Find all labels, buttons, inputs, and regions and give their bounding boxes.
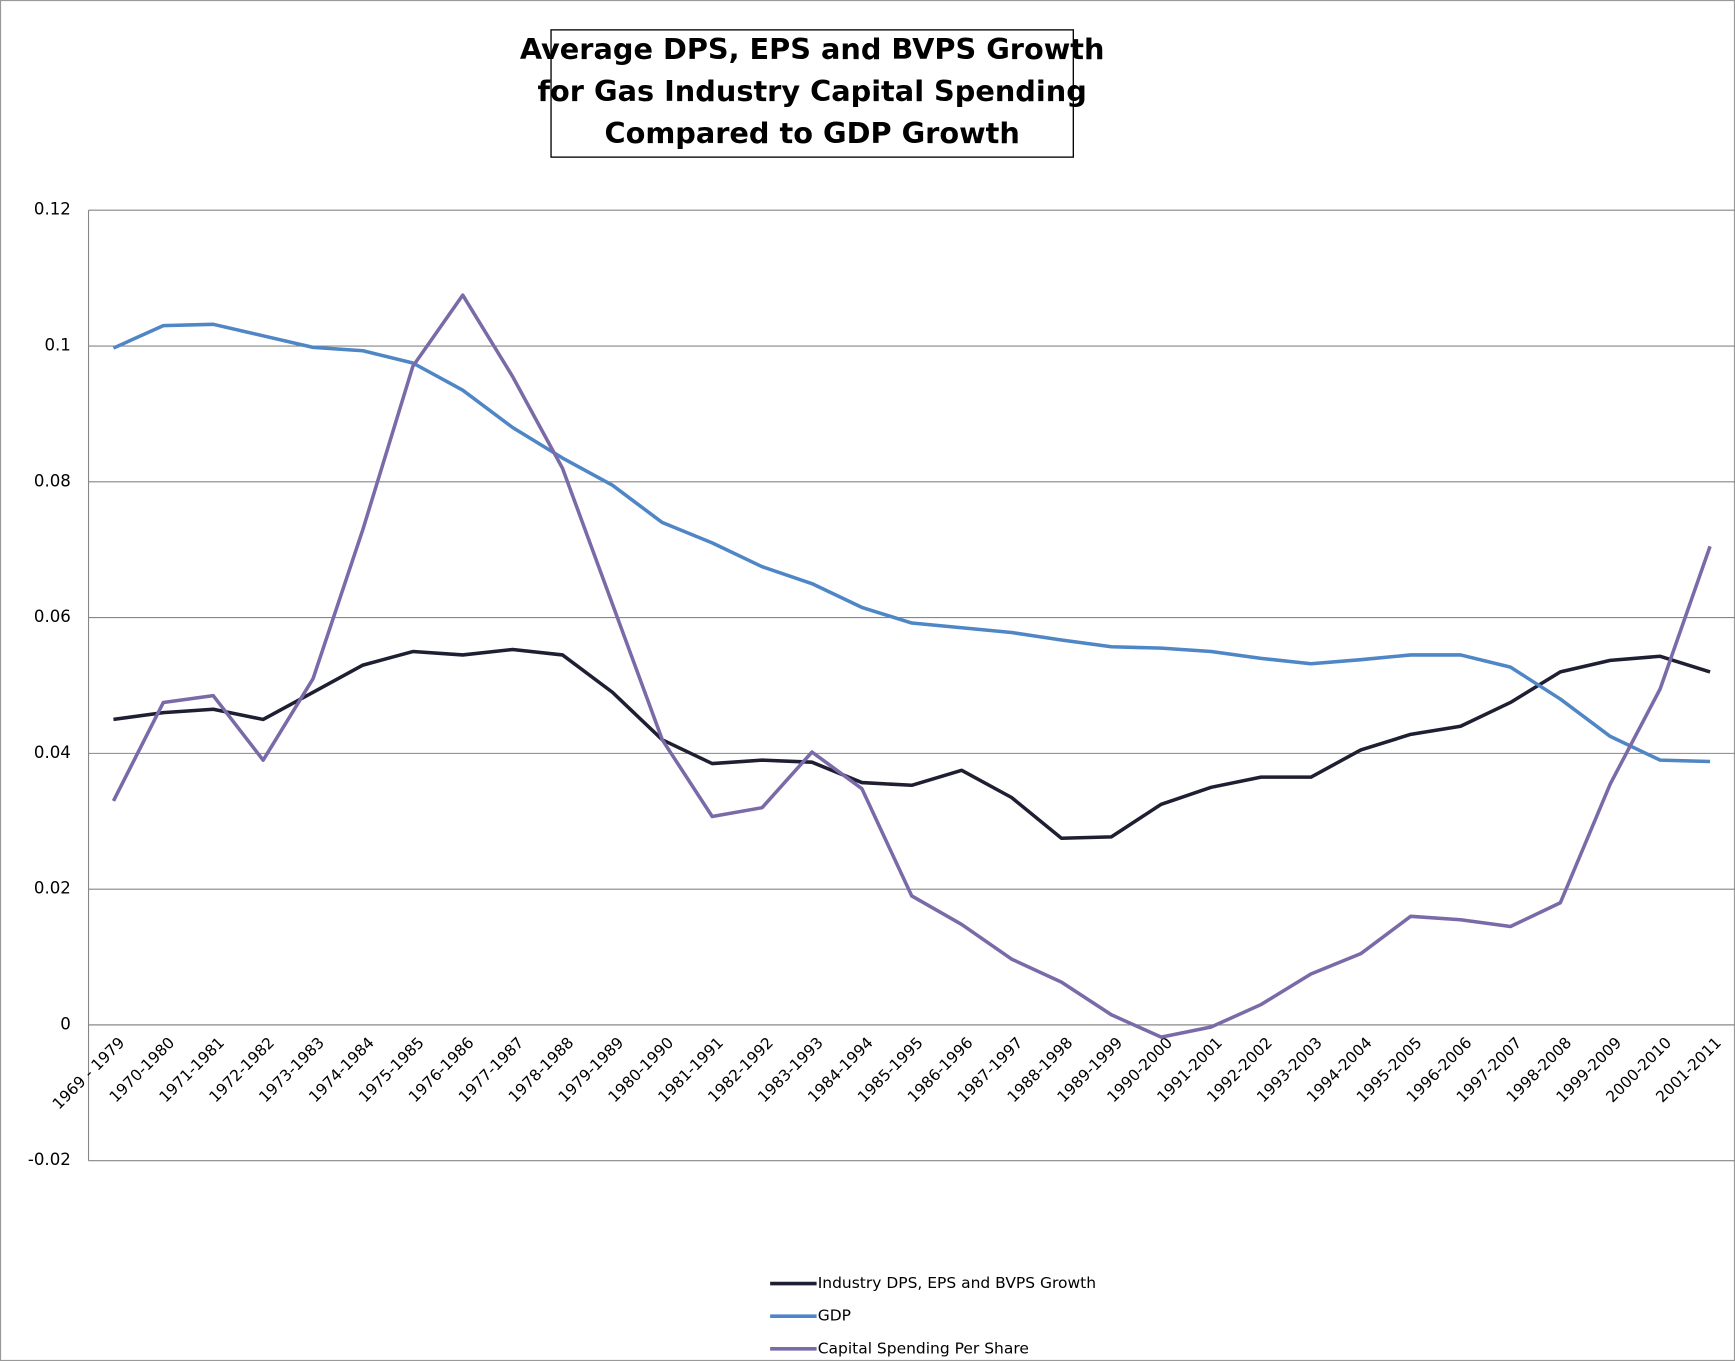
- y-tick-label: 0.1: [44, 336, 70, 355]
- series-line: [113, 647, 1711, 841]
- y-tick-label: -0.02: [28, 1150, 71, 1169]
- y-tick-label: 0.04: [34, 743, 71, 762]
- legend-label: Industry DPS, EPS and BVPS Growth: [818, 1274, 1096, 1292]
- legend-label: Capital Spending Per Share: [818, 1339, 1029, 1357]
- chart-title: Compared to GDP Growth: [604, 116, 1019, 150]
- series-line: [112, 322, 1711, 764]
- y-tick-label: 0.12: [34, 200, 71, 219]
- chart-title: for Gas Industry Capital Spending: [538, 74, 1087, 108]
- chart-title: Average DPS, EPS and BVPS Growth: [520, 32, 1105, 66]
- legend-label: GDP: [818, 1307, 851, 1325]
- y-tick-label: 0.06: [34, 607, 71, 626]
- y-tick-label: 0.02: [34, 879, 71, 898]
- series-line: [111, 293, 1712, 1039]
- y-tick-label: 0.08: [34, 471, 71, 490]
- y-tick-label: 0: [60, 1014, 71, 1033]
- title-box: [550, 29, 1074, 158]
